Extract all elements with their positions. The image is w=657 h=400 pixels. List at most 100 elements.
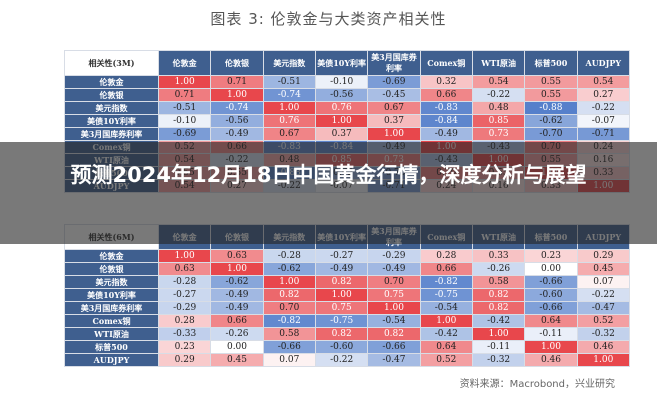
heatmap-cell: -0.28 — [262, 249, 316, 263]
heatmap-cell: 0.28 — [419, 249, 473, 263]
heatmap-cell: -0.51 — [262, 75, 316, 89]
table-row: 美3月国库券利率 -0.69 -0.49 0.67 0.37 1.00 -0.49 0.73-… — [64, 127, 631, 141]
heatmap-cell: 1.00 — [314, 114, 369, 128]
heatmap-cell: 0.71 — [157, 88, 212, 102]
heatmap-cell: 0.32 — [419, 75, 473, 89]
heatmap-cell: 1.00 — [576, 353, 631, 367]
column-header: WTI原油 — [471, 50, 526, 76]
heatmap-cell: 0.58 — [471, 275, 526, 289]
heatmap-cell: -0.62 — [262, 262, 316, 276]
heatmap-cell: 0.46 — [524, 353, 578, 367]
source-note: 资料来源：Macrobond，兴业研究 — [459, 379, 615, 390]
heatmap-cell: 0.82 — [471, 288, 526, 302]
heatmap-cell: 0.67 — [367, 101, 421, 115]
heatmap-cell: 0.75 — [314, 301, 369, 315]
table-row: 美元指数 -0.51 -0.74 1.00 0.76 0.67 -0.83 0.48 -0.88… — [64, 101, 631, 115]
row-label: 美债10Y利率 — [64, 288, 159, 302]
heatmap-cell: 0.82 — [314, 327, 369, 341]
heatmap-cell: 1.00 — [262, 101, 316, 115]
table-corner-label: 相关性(3M) — [64, 50, 159, 76]
heatmap-cell: -0.54 — [419, 301, 473, 315]
heatmap-cell: 0.54 — [471, 75, 526, 89]
row-label: 伦敦银 — [64, 262, 159, 276]
heatmap-cell: 0.55 — [524, 75, 578, 89]
heatmap-cell: 0.63 — [210, 249, 264, 263]
heatmap-cell: 0.00 — [210, 340, 264, 354]
heatmap-cell: -0.70 — [524, 127, 578, 141]
heatmap-cell: -0.66 — [524, 301, 578, 315]
heatmap-cell: 1.00 — [471, 327, 526, 341]
heatmap-cell: 1.00 — [367, 301, 421, 315]
heatmap-cell: 1.00 — [367, 127, 421, 141]
heatmap-cell: -0.29 — [157, 301, 212, 315]
table-row: Comex铜 0.28 0.66 -0.82 -0.75 -0.54 1.00 -0.42 0.… — [64, 314, 631, 328]
row-label: 伦敦银 — [64, 88, 159, 102]
heatmap-cell: 0.48 — [471, 101, 526, 115]
heatmap-cell: 1.00 — [419, 314, 473, 328]
column-header: AUDJPY — [576, 50, 631, 76]
heatmap-cell: -0.62 — [524, 114, 578, 128]
heatmap-cell: 0.37 — [314, 127, 369, 141]
heatmap-cell: -0.47 — [576, 301, 631, 315]
heatmap-cell: -0.33 — [157, 327, 212, 341]
heatmap-cell: -0.75 — [419, 288, 473, 302]
heatmap-cell: -0.11 — [471, 340, 526, 354]
figure-title: 图表 3: 伦敦金与大类资产相关性 — [210, 10, 447, 28]
heatmap-cell: -0.69 — [157, 127, 212, 141]
heatmap-cell: -0.75 — [314, 314, 369, 328]
heatmap-cell: -0.29 — [367, 249, 421, 263]
heatmap-cell: 0.29 — [157, 353, 212, 367]
heatmap-cell: 0.52 — [419, 353, 473, 367]
heatmap-cell: 0.27 — [576, 88, 631, 102]
heatmap-cell: -0.49 — [314, 262, 369, 276]
column-header: 伦敦银 — [210, 50, 264, 76]
heatmap-cell: 0.37 — [367, 114, 421, 128]
heatmap-cell: -0.26 — [471, 262, 526, 276]
heatmap-cell: -0.62 — [210, 275, 264, 289]
row-label: 美元指数 — [64, 101, 159, 115]
column-header: 标普500 — [524, 50, 578, 76]
heatmap-cell: 0.82 — [367, 327, 421, 341]
heatmap-cell: -0.45 — [367, 88, 421, 102]
heatmap-cell: -0.32 — [471, 353, 526, 367]
row-label: 伦敦金 — [64, 75, 159, 89]
heatmap-cell: 0.85 — [471, 114, 526, 128]
heatmap-cell: 0.82 — [471, 301, 526, 315]
heatmap-cell: 0.63 — [157, 262, 212, 276]
heatmap-cell: 1.00 — [314, 288, 369, 302]
heatmap-cell: 0.82 — [262, 288, 316, 302]
heatmap-cell: 1.00 — [524, 340, 578, 354]
heatmap-cell: 0.66 — [419, 262, 473, 276]
heatmap-cell: -0.82 — [419, 275, 473, 289]
heatmap-cell: 1.00 — [210, 88, 264, 102]
heatmap-cell: -0.71 — [576, 127, 631, 141]
heatmap-cell: -0.66 — [367, 340, 421, 354]
heatmap-cell: 0.45 — [210, 353, 264, 367]
heatmap-cell: -0.74 — [210, 101, 264, 115]
table-row: 美3月国库券利率 -0.29 -0.49 0.70 0.75 1.00 -0.54 0.82-… — [64, 301, 631, 315]
heatmap-cell: 0.71 — [210, 75, 264, 89]
column-header: Comex铜 — [419, 50, 473, 76]
heatmap-cell: -0.82 — [262, 314, 316, 328]
heatmap-cell: -0.49 — [367, 262, 421, 276]
table-row: 美债10Y利率 -0.27 -0.49 0.82 1.00 0.75 -0.75 0.82 -0… — [64, 288, 631, 302]
heatmap-cell: 0.23 — [157, 340, 212, 354]
heatmap-cell: 0.54 — [576, 75, 631, 89]
heatmap-cell: 0.64 — [419, 340, 473, 354]
row-label: 标普500 — [64, 340, 159, 354]
heatmap-cell: 0.82 — [314, 275, 369, 289]
column-header: 美债10Y利率 — [314, 50, 369, 76]
row-label: AUDJPY — [64, 353, 159, 367]
row-label: 美债10Y利率 — [64, 114, 159, 128]
heatmap-cell: -0.42 — [471, 314, 526, 328]
heatmap-cell: 0.00 — [524, 262, 578, 276]
row-label: 美3月国库券利率 — [64, 127, 159, 141]
heatmap-cell: 1.00 — [157, 249, 212, 263]
heatmap-cell: -0.74 — [262, 88, 316, 102]
heatmap-cell: -0.54 — [367, 314, 421, 328]
row-label: 美元指数 — [64, 275, 159, 289]
heatmap-cell: -0.28 — [157, 275, 212, 289]
heatmap-cell: -0.27 — [157, 288, 212, 302]
heatmap-cell: -0.66 — [524, 275, 578, 289]
heatmap-cell: -0.27 — [314, 249, 369, 263]
